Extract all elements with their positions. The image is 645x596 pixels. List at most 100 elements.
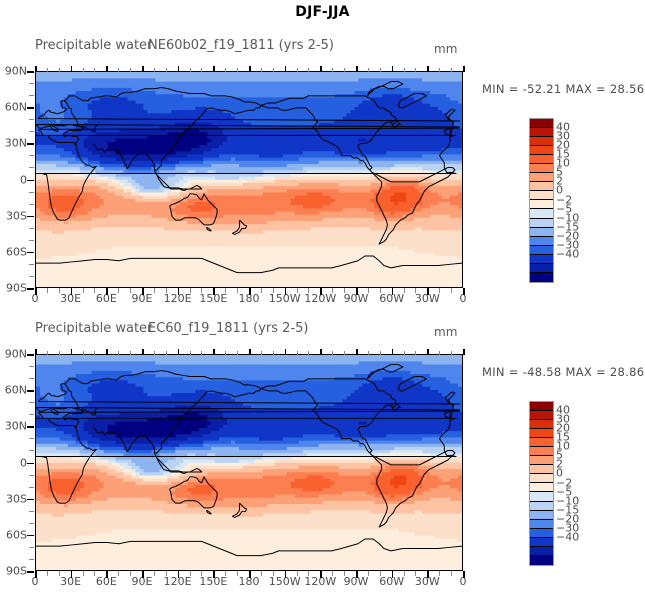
x-tick-minor (403, 68, 405, 72)
colorbar-segment (530, 200, 553, 210)
y-tick-minor (29, 402, 34, 404)
colorbar-tick-label: −2 (556, 476, 573, 489)
panel-1-y-axis: 90N 60N 30N 0 30S 60S 90S (0, 65, 33, 295)
x-tick-minor (344, 351, 346, 355)
y-tick-mark (27, 179, 34, 181)
x-tick-label: 0 (31, 292, 39, 305)
y-tick-mark (27, 462, 34, 464)
y-tick-minor (29, 522, 34, 524)
x-tick-minor (189, 288, 191, 293)
x-tick-mark (106, 66, 108, 72)
colorbar-tick-label: −2 (556, 193, 573, 206)
panel-2-colorbar-labels: 40 30 20 15 10 5 2 0 −2 −5 −10 −15 −20 −30 −40 (556, 401, 596, 564)
x-tick-minor (379, 68, 381, 72)
y-tick-minor (29, 131, 34, 133)
x-tick-minor (201, 351, 203, 355)
panel-2-x-axis: 0 30E 60E 90E 120E 150E 180 150W 120W 90W 60W 30W 0 (32, 575, 467, 593)
panel-2-stats: MIN = -48.58 MAX = 28.86 (482, 365, 645, 379)
x-tick-mark (320, 349, 322, 355)
x-tick-minor (415, 351, 417, 355)
x-tick-minor (130, 571, 132, 576)
x-tick-mark (70, 66, 73, 72)
y-tick-minor (29, 227, 34, 229)
y-tick-label: 30N (4, 136, 27, 150)
x-tick-minor (118, 351, 120, 355)
colorbar-segment (530, 146, 553, 156)
colorbar-tick-label: −40 (556, 247, 580, 261)
x-tick-minor (201, 68, 203, 72)
x-tick-minor (272, 351, 274, 355)
x-tick-mark (142, 571, 144, 578)
y-tick-minor (29, 83, 34, 85)
y-tick-mark (27, 215, 34, 218)
x-tick-minor (94, 571, 96, 576)
x-tick-label: 90E (131, 575, 153, 588)
x-tick-minor (296, 571, 298, 576)
x-tick-minor (415, 288, 417, 293)
x-tick-mark (249, 66, 251, 72)
x-tick-mark (249, 349, 251, 355)
x-tick-minor (225, 68, 227, 72)
x-tick-mark (70, 349, 73, 355)
x-tick-mark (284, 349, 287, 355)
colorbar-segment (530, 164, 553, 174)
x-tick-mark (249, 571, 251, 578)
x-tick-minor (308, 351, 310, 355)
x-tick-mark (106, 349, 108, 355)
x-tick-minor (165, 68, 167, 72)
x-tick-minor (237, 351, 239, 355)
x-tick-minor (272, 571, 274, 576)
x-tick-minor (260, 288, 262, 293)
x-tick-minor (367, 351, 369, 355)
x-tick-minor (296, 288, 298, 293)
colorbar-tick-label: −15 (556, 220, 580, 234)
panel-1-colorbar (529, 118, 554, 283)
colorbar-segment (530, 447, 553, 457)
x-tick-minor (94, 288, 96, 293)
x-tick-mark (320, 66, 322, 72)
x-tick-minor (46, 571, 48, 576)
panel-1-unit-label: mm (434, 42, 458, 56)
y-tick-minor (29, 546, 34, 548)
colorbar-tick-label: 0 (556, 466, 563, 480)
x-tick-label: 180 (238, 575, 260, 588)
x-tick-mark (142, 349, 144, 355)
panel-2-variable-title: Precipitable water (35, 321, 153, 336)
x-tick-minor (225, 351, 227, 355)
y-tick-minor (29, 474, 34, 476)
colorbar-tick-label: 2 (556, 457, 563, 471)
x-tick-mark (463, 349, 465, 355)
x-tick-mark (35, 66, 37, 72)
x-tick-minor (165, 288, 167, 293)
x-tick-minor (403, 571, 405, 576)
y-tick-mark (27, 354, 34, 356)
x-tick-label: 60W (379, 575, 405, 588)
x-tick-mark (213, 349, 215, 355)
colorbar-tick-label: 30 (556, 412, 570, 426)
colorbar-segment (530, 420, 553, 430)
y-tick-label: 60N (4, 100, 27, 114)
colorbar-segment (530, 218, 553, 228)
x-tick-minor (58, 351, 60, 355)
y-tick-mark (27, 426, 34, 428)
x-tick-minor (260, 571, 262, 576)
colorbar-tick-label: −5 (556, 202, 573, 216)
x-tick-mark (284, 571, 287, 578)
colorbar-segment (530, 465, 553, 475)
colorbar-segment (530, 173, 553, 183)
x-tick-mark (427, 571, 429, 578)
x-tick-minor (58, 68, 60, 72)
colorbar-segment (530, 438, 553, 448)
x-tick-mark (142, 66, 144, 72)
colorbar-tick-label: −40 (556, 530, 580, 544)
y-tick-mark (27, 143, 34, 145)
x-tick-mark (391, 349, 394, 355)
y-tick-minor (29, 414, 34, 416)
x-tick-minor (153, 288, 155, 293)
x-tick-mark (177, 66, 180, 72)
x-tick-minor (451, 571, 453, 576)
y-tick-minor (29, 510, 34, 512)
y-tick-minor (29, 366, 34, 368)
panel-1-map-canvas (36, 72, 462, 287)
y-tick-minor (29, 263, 34, 265)
